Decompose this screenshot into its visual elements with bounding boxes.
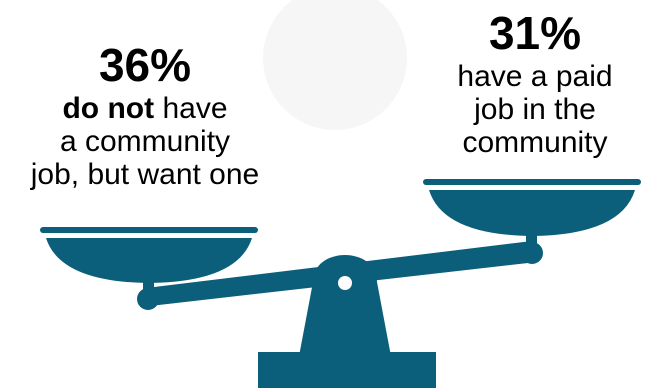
right-pan-rim [423, 179, 641, 185]
right-description-line-2: job in the [474, 93, 596, 126]
pivot-hole [338, 276, 352, 290]
left-percent: 36% [98, 39, 192, 91]
left-pan-rim [40, 227, 258, 233]
left-emphasis: do not [62, 92, 155, 125]
left-description-line-3: job, but want one [30, 158, 260, 191]
scale-base [258, 352, 436, 388]
left-description-line-1: do not have [0, 92, 290, 125]
left-statistic: 36% do not have a community job, but wan… [0, 38, 290, 191]
left-description-line-2: a community [59, 125, 231, 158]
right-pan-bowl [429, 190, 635, 236]
right-hanger [526, 232, 537, 252]
left-line1-rest: have [154, 92, 228, 125]
right-description-line-3: community [462, 126, 608, 159]
right-statistic: 31% have a paid job in the community [430, 6, 640, 159]
left-pan-bowl [46, 238, 252, 283]
right-description-line-1: have a paid [457, 60, 613, 93]
background-circle [263, 0, 407, 130]
right-percent: 31% [488, 7, 582, 59]
left-hanger [143, 278, 154, 298]
